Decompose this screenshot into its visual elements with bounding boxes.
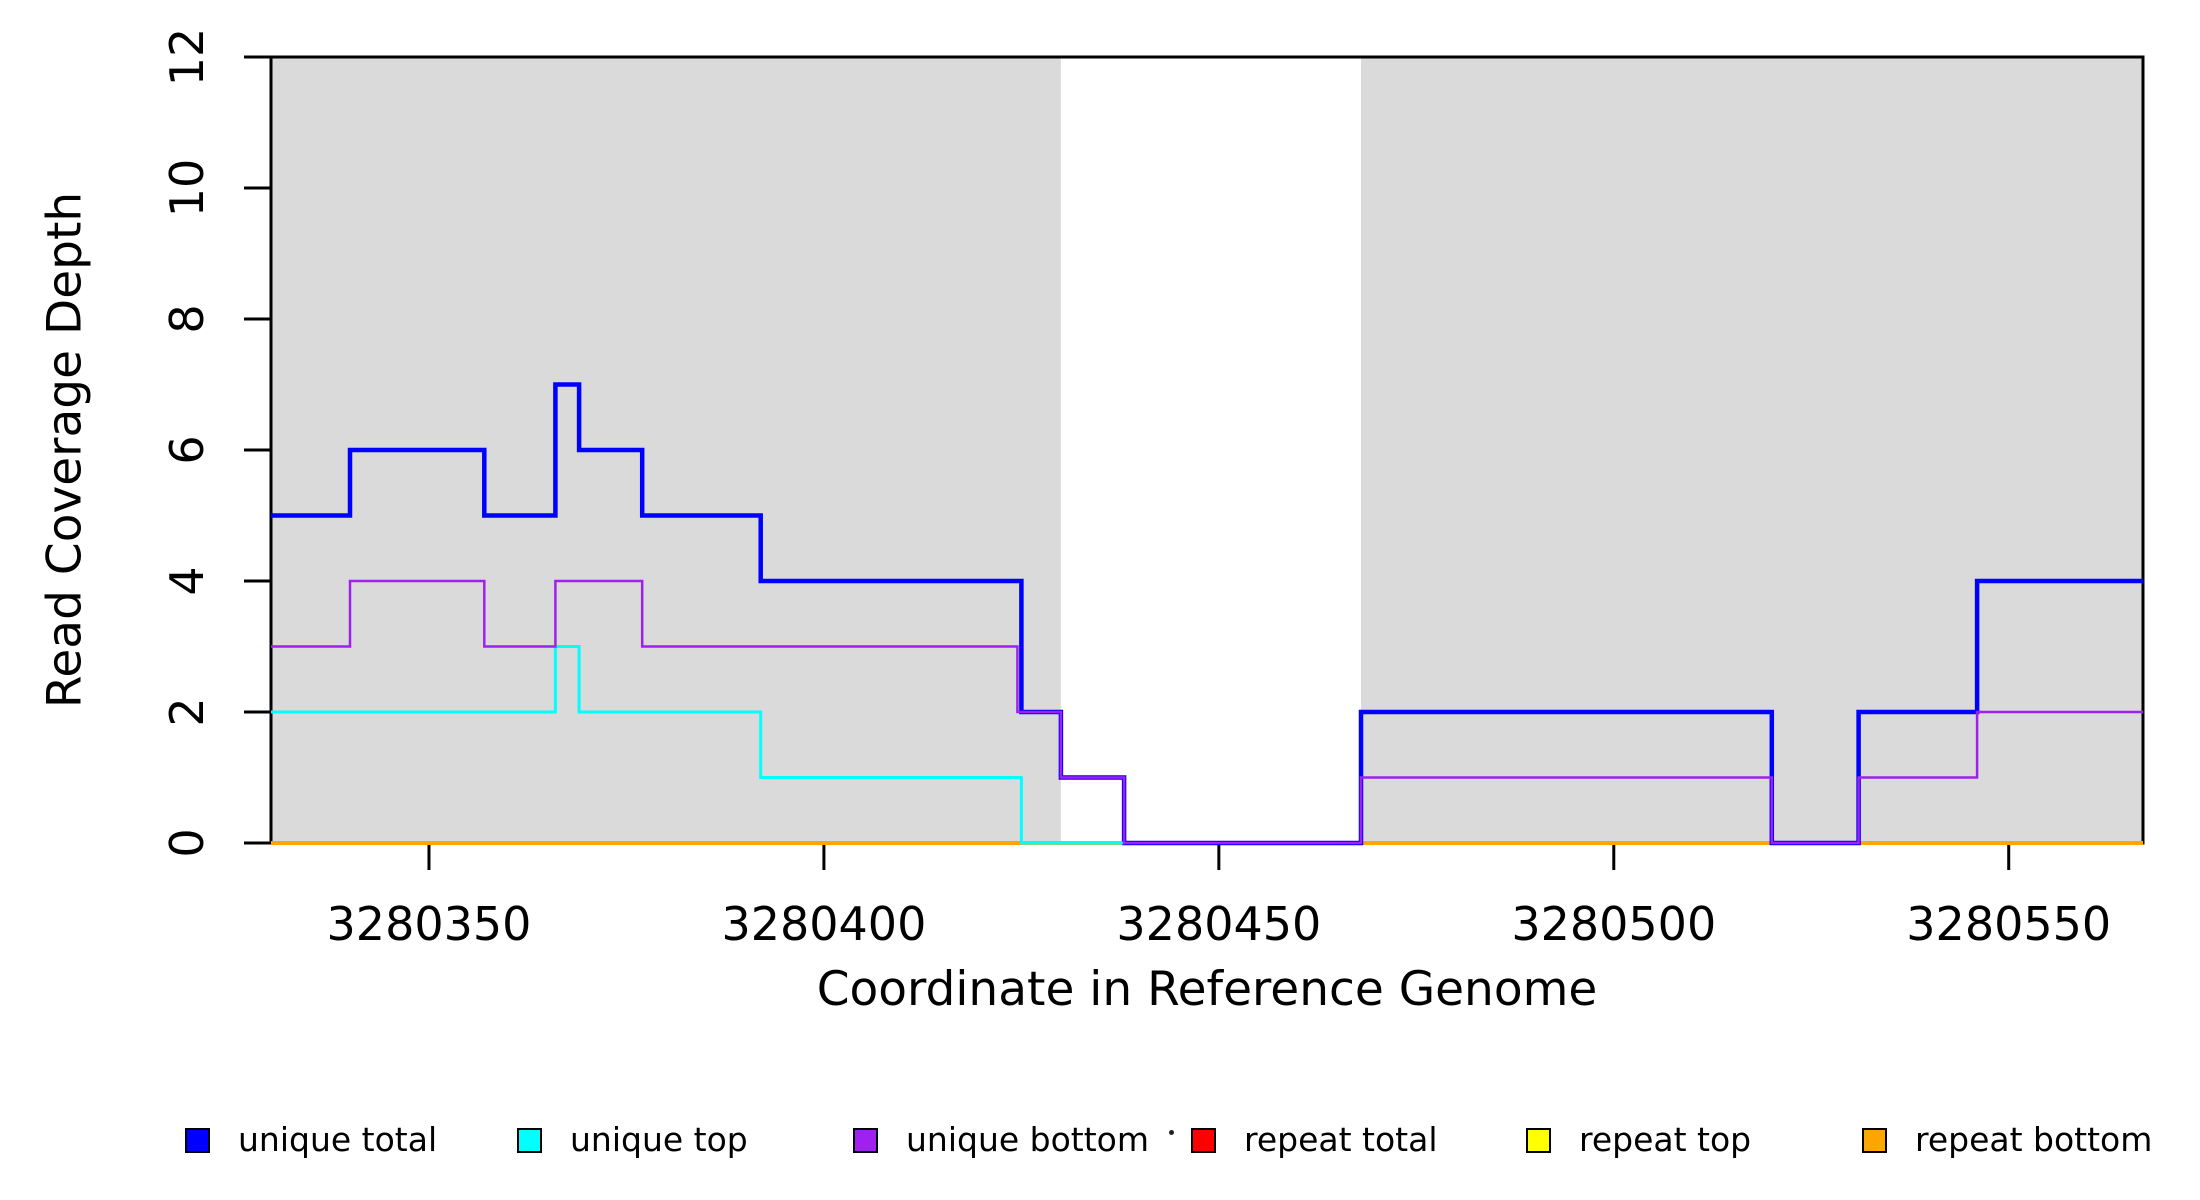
series-unique-top: [271, 645, 1125, 845]
y-axis-title: Read Coverage Depth: [38, 192, 93, 708]
legend-entry-unique-bottom: unique bottom: [853, 1112, 1149, 1168]
legend: unique total unique top unique bottom re…: [0, 1112, 2200, 1172]
legend-label: unique bottom: [906, 1120, 1150, 1159]
legend-label: repeat bottom: [1915, 1120, 2153, 1159]
x-axis-tick-label: 3280350: [327, 897, 532, 951]
legend-label: unique top: [570, 1120, 748, 1159]
y-axis-tick-label: 8: [160, 304, 214, 333]
series-unique-bottom: [271, 579, 2143, 845]
repeat-bottom-swatch-icon: [1862, 1127, 1887, 1153]
legend-entry-unique-top: unique top: [517, 1112, 748, 1168]
y-axis-tick-label: 12: [160, 28, 214, 87]
x-axis-tick-label: 3280500: [1511, 897, 1716, 951]
legend-entry-unique-total: unique total: [185, 1112, 437, 1168]
legend-label: repeat top: [1579, 1120, 1752, 1159]
y-axis-tick-label: 2: [160, 697, 214, 726]
unique-total-swatch-icon: [185, 1127, 210, 1153]
shaded-region: [1361, 57, 2143, 843]
stray-dot: [1169, 1130, 1174, 1135]
legend-label: repeat total: [1244, 1120, 1438, 1159]
unique-bottom-swatch-icon: [853, 1127, 878, 1153]
y-axis-tick-label: 4: [160, 566, 214, 595]
x-axis-tick-label: 3280450: [1116, 897, 1321, 951]
legend-entry-repeat-total: repeat total: [1191, 1112, 1438, 1168]
legend-entry-repeat-bottom: repeat bottom: [1862, 1112, 2152, 1168]
legend-label: unique total: [238, 1120, 438, 1159]
y-axis-tick-label: 0: [160, 828, 214, 857]
unique-top-swatch-icon: [517, 1127, 542, 1153]
repeat-top-swatch-icon: [1526, 1127, 1551, 1153]
x-axis-tick-label: 3280400: [721, 897, 926, 951]
x-axis-title: Coordinate in Reference Genome: [817, 962, 1598, 1017]
x-axis-tick-label: 3280550: [1906, 897, 2111, 951]
repeat-total-swatch-icon: [1191, 1127, 1216, 1153]
y-axis-tick-label: 6: [160, 435, 214, 464]
legend-entry-repeat-top: repeat top: [1526, 1112, 1751, 1168]
y-axis-tick-label: 10: [160, 159, 214, 218]
